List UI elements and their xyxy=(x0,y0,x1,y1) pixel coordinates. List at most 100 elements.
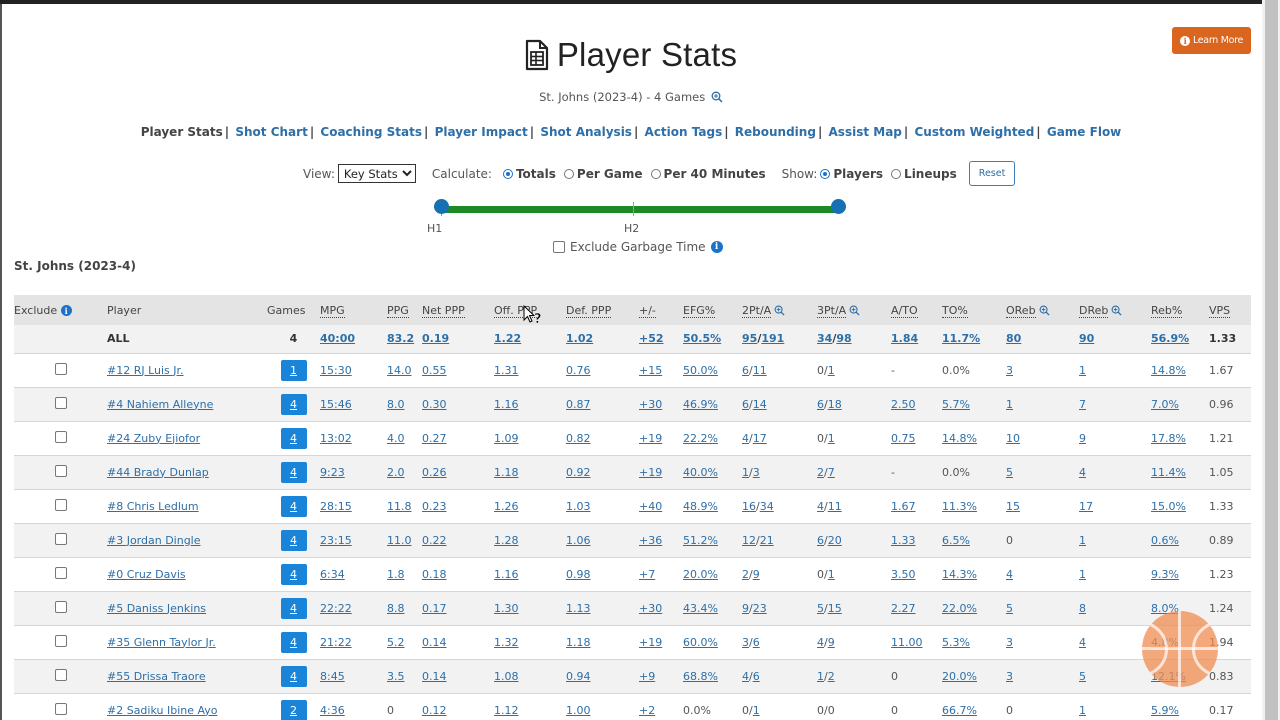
plus-minus-link[interactable]: +19 xyxy=(639,635,663,649)
dreb-link[interactable]: 1 xyxy=(1079,363,1086,377)
exclude-checkbox[interactable] xyxy=(54,498,67,511)
col-to-pct[interactable]: TO% xyxy=(942,295,1006,325)
player-link[interactable]: #24 Zuby Ejiofor xyxy=(107,431,201,445)
dreb-link[interactable]: 1 xyxy=(1079,567,1086,581)
ato-link[interactable]: 2.27 xyxy=(891,601,916,615)
net-ppp-link[interactable]: 0.14 xyxy=(422,635,447,649)
mpg-link[interactable]: 13:02 xyxy=(320,431,352,445)
2pt-made-link[interactable]: 16 xyxy=(742,499,756,513)
mpg-link[interactable]: 22:22 xyxy=(320,601,352,615)
2pt-att-link[interactable]: 1 xyxy=(752,703,760,717)
2pt-att-link[interactable]: 34 xyxy=(759,499,774,513)
games-button[interactable]: 4 xyxy=(280,665,307,687)
3pt-att-link[interactable]: 98 xyxy=(836,332,852,346)
player-link[interactable]: #12 RJ Luis Jr. xyxy=(107,363,184,377)
dreb-link[interactable]: 1 xyxy=(1079,703,1086,717)
half-range-slider[interactable] xyxy=(434,199,846,229)
to-pct-link[interactable]: 6.5% xyxy=(942,533,970,547)
def-ppp-link[interactable]: 0.76 xyxy=(566,363,591,377)
2pt-made-link[interactable]: 4 xyxy=(742,431,749,445)
reb-pct-link[interactable]: 15.0% xyxy=(1151,499,1186,513)
exclude-garbage-checkbox[interactable] xyxy=(553,241,565,253)
zoom-in-icon[interactable] xyxy=(711,91,723,103)
net-ppp-link[interactable]: 0.27 xyxy=(422,431,447,445)
def-ppp-link[interactable]: 0.87 xyxy=(566,397,591,411)
player-link[interactable]: #4 Nahiem Alleyne xyxy=(107,397,214,411)
off-ppp-link[interactable]: 1.28 xyxy=(494,533,519,547)
plus-minus-link[interactable]: +52 xyxy=(639,332,664,346)
ato-link[interactable]: 11.00 xyxy=(891,635,923,649)
def-ppp-link[interactable]: 1.18 xyxy=(566,635,591,649)
oreb-link[interactable]: 5 xyxy=(1006,465,1013,479)
2pt-made-link[interactable]: 4 xyxy=(742,669,749,683)
show-lineups-radio[interactable]: Lineups xyxy=(891,167,957,181)
calc-totals-radio[interactable]: Totals xyxy=(502,167,556,181)
calc-per-game-radio[interactable]: Per Game xyxy=(563,167,643,181)
def-ppp-link[interactable]: 0.92 xyxy=(566,465,591,479)
nav-custom-weighted[interactable]: Custom Weighted xyxy=(914,125,1035,139)
3pt-att-link[interactable]: 20 xyxy=(827,533,842,547)
info-icon[interactable]: i xyxy=(60,305,72,316)
oreb-link[interactable]: 3 xyxy=(1006,363,1013,377)
calc-per-40-radio[interactable]: Per 40 Minutes xyxy=(650,167,766,181)
games-button[interactable]: 4 xyxy=(280,393,307,415)
off-ppp-link[interactable]: 1.31 xyxy=(494,363,519,377)
oreb-link[interactable]: 80 xyxy=(1006,332,1022,346)
net-ppp-link[interactable]: 0.55 xyxy=(422,363,447,377)
3pt-made-link[interactable]: 4 xyxy=(817,635,824,649)
ppg-link[interactable]: 14.0 xyxy=(387,363,412,377)
col-oreb[interactable]: OReb xyxy=(1006,295,1079,325)
nav-shot-chart[interactable]: Shot Chart xyxy=(235,125,308,139)
efg-link[interactable]: 20.0% xyxy=(683,567,718,581)
oreb-link[interactable]: 15 xyxy=(1006,499,1020,513)
col-efg[interactable]: EFG% xyxy=(683,295,742,325)
2pt-att-link[interactable]: 17 xyxy=(752,431,767,445)
exclude-checkbox[interactable] xyxy=(54,362,67,375)
2pt-att-link[interactable]: 21 xyxy=(759,533,774,547)
off-ppp-link[interactable]: 1.12 xyxy=(494,703,519,717)
zoom-in-icon[interactable] xyxy=(1039,305,1050,316)
nav-game-flow[interactable]: Game Flow xyxy=(1046,125,1122,139)
2pt-att-link[interactable]: 14 xyxy=(752,397,767,411)
player-link[interactable]: #2 Sadiku Ibine Ayo xyxy=(107,703,218,717)
mpg-link[interactable]: 15:30 xyxy=(320,363,352,377)
dreb-link[interactable]: 7 xyxy=(1079,397,1086,411)
mpg-link[interactable]: 21:22 xyxy=(320,635,352,649)
plus-minus-link[interactable]: +15 xyxy=(639,363,663,377)
mpg-link[interactable]: 4:36 xyxy=(320,703,345,717)
2pt-att-link[interactable]: 9 xyxy=(752,567,760,581)
reb-pct-link[interactable]: 9.3% xyxy=(1151,567,1179,581)
3pt-made-link[interactable]: 5 xyxy=(817,601,824,615)
mpg-link[interactable]: 8:45 xyxy=(320,669,345,683)
reb-pct-link[interactable]: 11.4% xyxy=(1151,465,1186,479)
def-ppp-link[interactable]: 0.98 xyxy=(566,567,591,581)
reb-pct-link[interactable]: 56.9% xyxy=(1151,332,1190,346)
dreb-link[interactable]: 5 xyxy=(1079,669,1086,683)
oreb-link[interactable]: 1 xyxy=(1006,397,1013,411)
slider-start-handle[interactable] xyxy=(434,199,449,214)
ppg-link[interactable]: 1.8 xyxy=(387,567,405,581)
3pt-made-link[interactable]: 6 xyxy=(817,533,824,547)
ppg-link[interactable]: 4.0 xyxy=(387,431,405,445)
mpg-link[interactable]: 9:23 xyxy=(320,465,345,479)
plus-minus-link[interactable]: +40 xyxy=(639,499,663,513)
learn-more-button[interactable]: i Learn More xyxy=(1172,27,1251,54)
3pt-made-link[interactable]: 34 xyxy=(817,332,833,346)
net-ppp-link[interactable]: 0.14 xyxy=(422,669,447,683)
mpg-link[interactable]: 40:00 xyxy=(320,332,356,346)
zoom-in-icon[interactable] xyxy=(1111,305,1122,316)
exclude-checkbox[interactable] xyxy=(54,430,67,443)
net-ppp-link[interactable]: 0.17 xyxy=(422,601,447,615)
efg-link[interactable]: 22.2% xyxy=(683,431,718,445)
2pt-made-link[interactable]: 12 xyxy=(742,533,756,547)
net-ppp-link[interactable]: 0.30 xyxy=(422,397,447,411)
2pt-att-link[interactable]: 23 xyxy=(752,601,767,615)
show-players-radio[interactable]: Players xyxy=(820,167,883,181)
off-ppp-link[interactable]: 1.08 xyxy=(494,669,519,683)
dreb-link[interactable]: 4 xyxy=(1079,465,1086,479)
2pt-made-link[interactable]: 3 xyxy=(742,635,749,649)
ppg-link[interactable]: 11.8 xyxy=(387,499,412,513)
plus-minus-link[interactable]: +30 xyxy=(639,601,663,615)
2pt-made-link[interactable]: 1 xyxy=(742,465,749,479)
col-reb-pct[interactable]: Reb% xyxy=(1151,295,1209,325)
